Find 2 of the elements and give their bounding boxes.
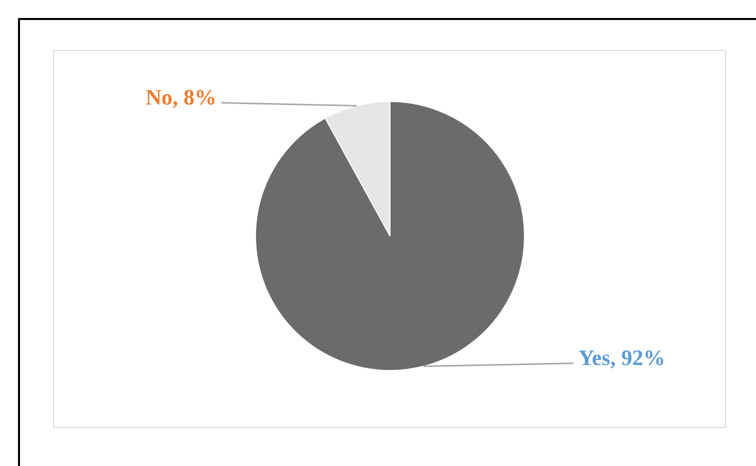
slice-label: No, 8%	[146, 84, 217, 110]
slice-label: Yes, 92%	[578, 344, 666, 370]
